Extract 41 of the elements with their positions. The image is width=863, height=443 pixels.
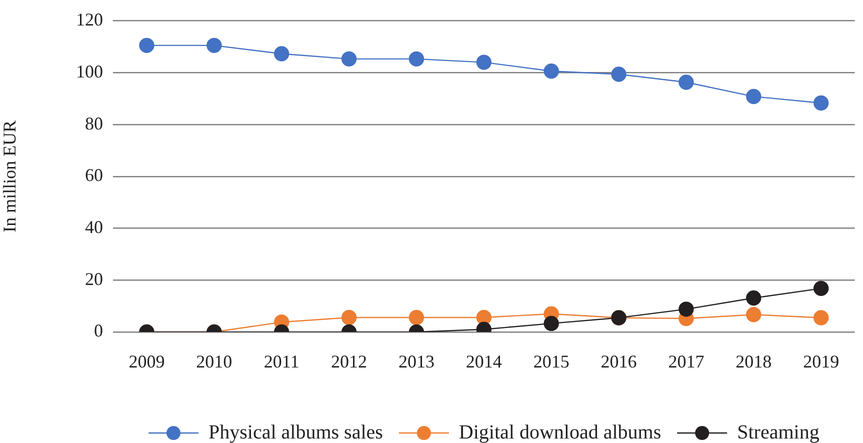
y-tick-label: 80 <box>85 113 103 134</box>
point <box>544 64 559 79</box>
point <box>341 310 357 326</box>
point <box>746 307 762 322</box>
legend-label: Digital download albums <box>458 421 662 443</box>
x-tick-label: 2016 <box>600 352 637 372</box>
point <box>544 316 559 332</box>
point <box>476 54 492 70</box>
legend-label: Streaming <box>737 421 820 443</box>
point <box>408 51 424 67</box>
x-tick-label: 2009 <box>128 352 165 372</box>
x-tick-label: 2010 <box>196 352 232 372</box>
point <box>408 310 424 326</box>
x-tick-label: 2013 <box>398 352 434 372</box>
point <box>813 95 829 111</box>
point <box>746 290 762 306</box>
point <box>274 46 290 62</box>
x-tick-label: 2019 <box>803 352 840 372</box>
point <box>341 51 357 67</box>
x-tick-label: 2018 <box>736 352 772 372</box>
y-tick-label: 60 <box>85 165 103 186</box>
y-tick-label: 100 <box>76 61 103 82</box>
y-axis-title: In million EUR <box>0 120 20 232</box>
x-tick-label: 2017 <box>668 352 704 372</box>
x-tick-label: 2011 <box>264 352 300 372</box>
point <box>678 74 694 90</box>
y-tick-label: 40 <box>85 217 103 237</box>
y-tick-label: 20 <box>85 268 103 289</box>
legend-label: Physical albums sales <box>208 421 384 443</box>
point <box>611 66 626 82</box>
x-tick-label: 2015 <box>533 352 570 372</box>
point <box>813 280 829 296</box>
point <box>813 310 829 326</box>
point <box>746 88 762 104</box>
y-tick-label: 120 <box>76 10 103 30</box>
y-tick-label: 0 <box>94 320 103 341</box>
point <box>139 38 154 54</box>
x-tick-label: 2014 <box>466 352 502 372</box>
point <box>206 38 222 54</box>
point <box>678 302 694 317</box>
x-tick-label: 2012 <box>331 352 368 372</box>
